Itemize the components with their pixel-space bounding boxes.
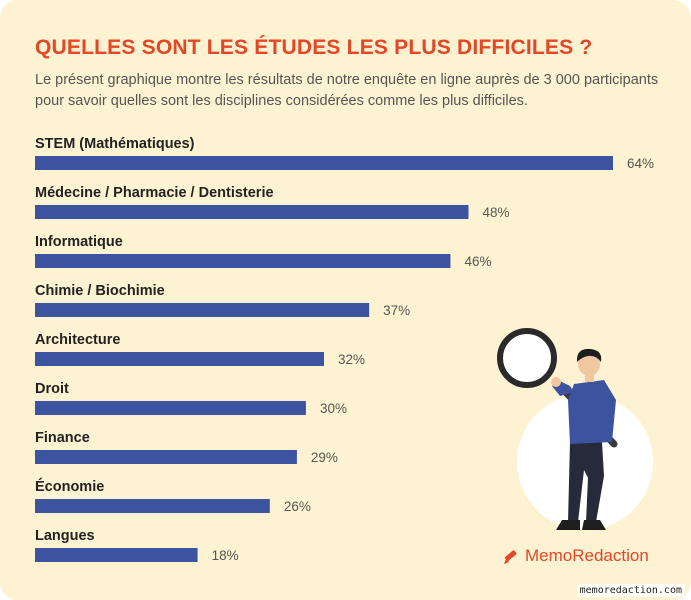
bar bbox=[35, 352, 324, 366]
bar bbox=[35, 499, 270, 513]
bar bbox=[35, 303, 370, 317]
neck bbox=[585, 370, 594, 382]
head bbox=[578, 352, 600, 376]
category-label: STEM (Mathématiques) bbox=[35, 136, 195, 152]
category-label: Économie bbox=[35, 478, 104, 495]
shirt bbox=[568, 380, 616, 444]
category-label: Architecture bbox=[35, 332, 120, 348]
value-label: 32% bbox=[338, 352, 365, 367]
brand-logo: MemoRedaction bbox=[503, 546, 649, 566]
hand bbox=[551, 377, 561, 387]
bar bbox=[35, 205, 469, 219]
magnifier-icon bbox=[497, 328, 557, 388]
value-label: 64% bbox=[627, 156, 654, 171]
right-shoe bbox=[582, 520, 606, 530]
left-shoe bbox=[556, 520, 580, 530]
bar bbox=[35, 156, 613, 170]
value-label: 37% bbox=[383, 303, 410, 318]
value-label: 46% bbox=[464, 254, 491, 269]
bar bbox=[35, 254, 451, 268]
value-label: 29% bbox=[311, 450, 338, 465]
category-label: Langues bbox=[35, 528, 95, 544]
value-label: 30% bbox=[320, 401, 347, 416]
page-subtitle: Le présent graphique montre les résultat… bbox=[35, 72, 659, 109]
category-label: Médecine / Pharmacie / Dentisterie bbox=[35, 185, 274, 201]
category-label: Droit bbox=[35, 381, 69, 397]
value-label: 48% bbox=[483, 205, 510, 220]
bar bbox=[35, 401, 306, 415]
category-label: Informatique bbox=[35, 234, 123, 250]
page-title: QUELLES SONT LES ÉTUDES LES PLUS DIFFICI… bbox=[35, 36, 593, 59]
watermark: memoredaction.com bbox=[576, 584, 685, 597]
trousers bbox=[568, 442, 604, 522]
brand-name: MemoRedaction bbox=[525, 546, 649, 565]
category-label: Finance bbox=[35, 430, 90, 446]
category-label: Chimie / Biochimie bbox=[35, 283, 165, 299]
bar bbox=[35, 548, 198, 562]
value-label: 18% bbox=[212, 548, 239, 563]
value-label: 26% bbox=[284, 499, 311, 514]
pencil-logo-icon bbox=[504, 550, 517, 564]
bar bbox=[35, 450, 297, 464]
hair bbox=[576, 348, 602, 362]
